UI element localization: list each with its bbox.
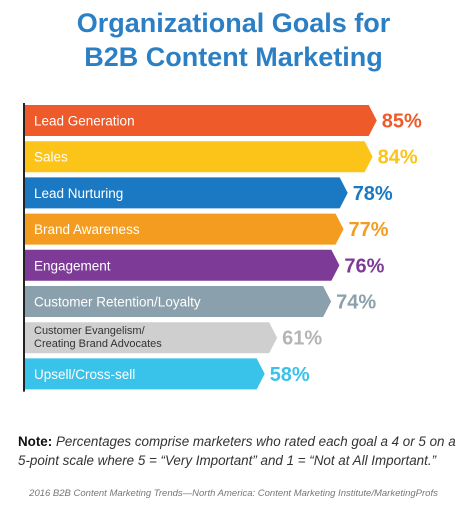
bar	[25, 322, 278, 354]
bar	[25, 213, 344, 245]
bar-chart: Lead Generation 85% Sales 84% Lead Nurturing…	[23, 103, 422, 392]
category-label: Lead Nurturing	[34, 186, 123, 201]
category-label: Lead Generation	[34, 114, 135, 129]
value-label: 78%	[353, 183, 393, 205]
chart-title: Organizational Goals for B2B Content Mar…	[0, 6, 467, 74]
title-line-2: B2B Content Marketing	[84, 42, 383, 72]
value-label: 77%	[349, 219, 389, 241]
note-label: Note:	[18, 434, 53, 449]
bar	[25, 177, 348, 209]
note-text: Percentages comprise marketers who rated…	[18, 434, 456, 468]
value-label: 58%	[270, 364, 310, 386]
value-label: 74%	[336, 292, 376, 314]
chart-note: Note: Percentages comprise marketers who…	[18, 432, 458, 470]
category-label: Sales	[34, 150, 68, 165]
bar	[25, 141, 373, 173]
value-label: 84%	[378, 147, 418, 169]
source-citation: 2016 B2B Content Marketing Trends—North …	[29, 488, 438, 499]
value-label: 76%	[344, 255, 384, 277]
category-label: Customer Evangelism/Creating Brand Advoc…	[34, 325, 162, 350]
bar	[25, 358, 265, 390]
bar	[25, 249, 340, 281]
category-label: Brand Awareness	[34, 222, 140, 237]
category-label: Engagement	[34, 258, 111, 273]
bar	[25, 105, 377, 136]
category-label: Customer Retention/Loyalty	[34, 295, 201, 310]
category-label: Upsell/Cross-sell	[34, 367, 135, 382]
value-label: 85%	[382, 111, 422, 133]
bar	[25, 286, 332, 317]
value-label: 61%	[282, 328, 322, 350]
title-line-1: Organizational Goals for	[76, 8, 391, 38]
